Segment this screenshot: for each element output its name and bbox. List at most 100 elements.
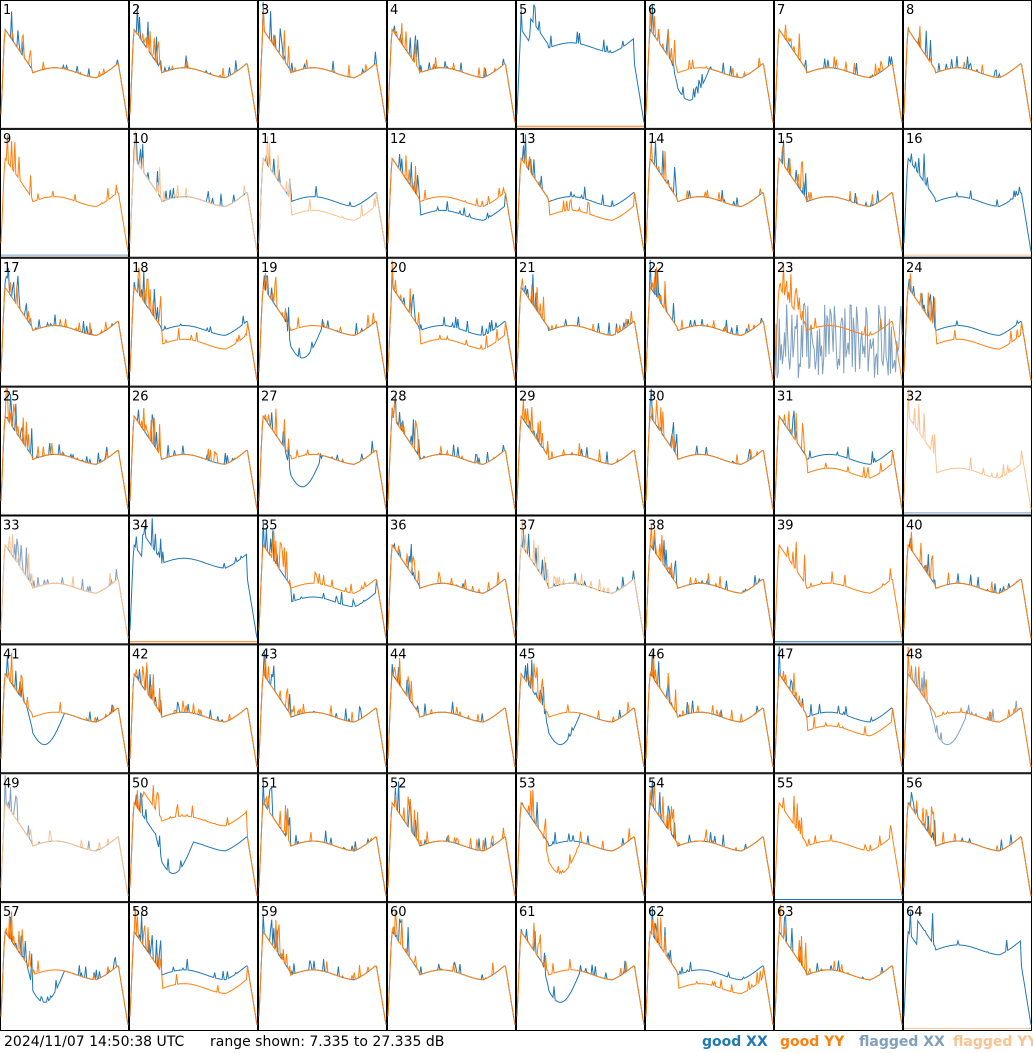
panel-45: 45	[516, 644, 645, 774]
panel-frame	[129, 515, 258, 645]
panel-label: 21	[519, 261, 536, 276]
series-yy-panel-48	[903, 646, 1032, 768]
panel-31: 31	[774, 386, 903, 516]
panel-frame	[516, 773, 645, 903]
panel-frame	[774, 0, 903, 129]
panel-39: 39	[774, 515, 903, 645]
panel-label: 7	[777, 3, 785, 18]
panel-label: 2	[132, 3, 140, 18]
series-yy-panel-19	[258, 273, 387, 381]
series-yy-panel-24	[903, 273, 1032, 381]
panel-18: 18	[129, 257, 258, 387]
legend-flagged-yy: flagged YY	[953, 1034, 1033, 1050]
panel-label: 35	[261, 519, 278, 534]
series-yy-panel-61	[516, 922, 645, 1025]
panel-36: 36	[387, 515, 516, 645]
panel-label: 44	[390, 647, 407, 662]
panel-frame	[774, 773, 903, 903]
panel-label: 19	[261, 261, 278, 276]
panel-label: 53	[519, 776, 536, 791]
panel-label: 29	[519, 390, 536, 405]
panel-frame	[129, 257, 258, 387]
panel-label: 3	[261, 3, 269, 18]
panel-63: 63	[774, 902, 903, 1031]
series-yy-panel-58	[129, 906, 258, 1025]
panel-52: 52	[387, 773, 516, 903]
panel-44: 44	[387, 644, 516, 774]
panel-26: 26	[129, 386, 258, 516]
series-yy-panel-26	[129, 407, 258, 510]
series-yy-panel-43	[258, 654, 387, 768]
panel-frame	[258, 773, 387, 903]
series-yy-panel-17	[0, 282, 129, 381]
panel-label: 63	[777, 905, 794, 920]
panel-14: 14	[645, 128, 774, 258]
series-yy-panel-39	[774, 541, 903, 639]
panel-42: 42	[129, 644, 258, 774]
panel-5: 5	[516, 0, 645, 129]
panel-label: 56	[906, 776, 923, 791]
panel-label: 52	[390, 776, 407, 791]
legend-good-yy: good YY	[780, 1034, 845, 1050]
legend-good-xx: good XX	[702, 1034, 768, 1050]
panel-label: 15	[777, 132, 794, 147]
panel-label: 1	[3, 3, 11, 18]
panel-frame	[129, 386, 258, 516]
series-yy-panel-51	[258, 795, 387, 897]
panel-50: 50	[129, 773, 258, 903]
panel-frame	[516, 0, 645, 129]
panel-label: 36	[390, 519, 407, 534]
panel-label: 25	[3, 390, 20, 405]
panel-label: 37	[519, 519, 536, 534]
panel-label: 27	[261, 390, 278, 405]
panel-15: 15	[774, 128, 903, 258]
panel-frame	[387, 773, 516, 903]
panel-frame	[387, 257, 516, 387]
panel-label: 49	[3, 776, 20, 791]
panel-frame	[903, 644, 1032, 774]
panel-43: 43	[258, 644, 387, 774]
panel-frame	[129, 902, 258, 1031]
panel-label: 55	[777, 776, 794, 791]
panel-label: 24	[906, 261, 923, 276]
series-yy-panel-57	[0, 911, 129, 1025]
panel-frame	[903, 257, 1032, 387]
panel-label: 51	[261, 776, 278, 791]
series-yy-panel-12	[387, 155, 516, 252]
panel-frame	[903, 902, 1032, 1031]
panel-label: 38	[648, 519, 665, 534]
footer-bar: 2024/11/07 14:50:38 UTC range shown: 7.3…	[0, 1032, 1033, 1053]
panel-label: 33	[3, 519, 20, 534]
panel-label: 47	[777, 647, 794, 662]
panel-frame	[258, 386, 387, 516]
series-yy-panel-14	[645, 140, 774, 252]
panel-frame	[258, 0, 387, 129]
panel-label: 32	[906, 390, 923, 405]
series-yy-panel-8	[903, 25, 1032, 123]
panel-55: 55	[774, 773, 903, 903]
panel-frame	[258, 128, 387, 258]
panel-label: 10	[132, 132, 149, 147]
panel-4: 4	[387, 0, 516, 129]
panel-61: 61	[516, 902, 645, 1031]
series-yy-panel-29	[516, 399, 645, 510]
series-yy-panel-36	[387, 543, 516, 639]
panel-frame	[903, 386, 1032, 516]
panel-57: 57	[0, 902, 129, 1031]
panel-12: 12	[387, 128, 516, 258]
panel-11: 11	[258, 128, 387, 258]
panel-34: 34	[129, 515, 258, 645]
series-yy-panel-30	[645, 400, 774, 510]
series-yy-panel-13	[516, 150, 645, 252]
panel-29: 29	[516, 386, 645, 516]
panel-41: 41	[0, 644, 129, 774]
panel-label: 64	[906, 905, 923, 920]
panel-59: 59	[258, 902, 387, 1031]
panel-frame	[516, 257, 645, 387]
panel-frame	[645, 0, 774, 129]
panel-46: 46	[645, 644, 774, 774]
series-yy-panel-53	[516, 789, 645, 897]
panel-label: 57	[3, 905, 20, 920]
panel-56: 56	[903, 773, 1032, 903]
